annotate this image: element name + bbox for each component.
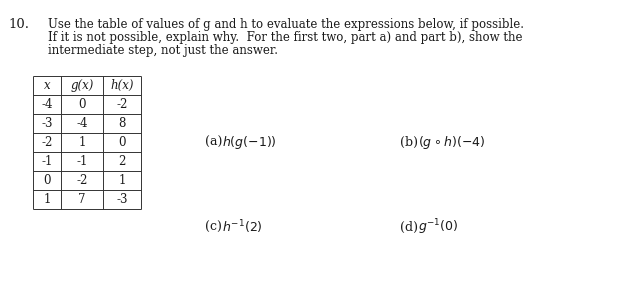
Text: 10.: 10.: [8, 18, 29, 31]
Text: Use the table of values of g and h to evaluate the expressions below, if possibl: Use the table of values of g and h to ev…: [48, 18, 524, 31]
Text: -3: -3: [116, 193, 128, 206]
Text: g(x): g(x): [70, 79, 94, 92]
Text: 7: 7: [78, 193, 86, 206]
Text: -2: -2: [116, 98, 128, 111]
Text: 1: 1: [44, 193, 50, 206]
Text: 0: 0: [78, 98, 86, 111]
Text: (d): (d): [400, 221, 418, 233]
Text: $h(g(-1))$: $h(g(-1))$: [222, 134, 277, 151]
Text: -2: -2: [41, 136, 53, 149]
Text: If it is not possible, explain why.  For the first two, part a) and part b), sho: If it is not possible, explain why. For …: [48, 31, 522, 44]
Text: 2: 2: [118, 155, 126, 168]
Text: x: x: [44, 79, 50, 92]
Text: 1: 1: [118, 174, 126, 187]
Text: -4: -4: [41, 98, 53, 111]
Text: h(x): h(x): [110, 79, 134, 92]
Text: (a): (a): [205, 136, 223, 149]
Text: -3: -3: [41, 117, 53, 130]
Text: 1: 1: [78, 136, 86, 149]
Text: -1: -1: [77, 155, 88, 168]
Text: 8: 8: [118, 117, 126, 130]
Text: intermediate step, not just the answer.: intermediate step, not just the answer.: [48, 44, 278, 57]
Text: $h^{-1}(2)$: $h^{-1}(2)$: [222, 218, 263, 236]
Text: $(g \circ h)(-4)$: $(g \circ h)(-4)$: [418, 134, 485, 151]
Text: $g^{-1}(0)$: $g^{-1}(0)$: [418, 217, 458, 237]
Text: 0: 0: [44, 174, 51, 187]
Text: (c): (c): [205, 221, 222, 233]
Text: -2: -2: [77, 174, 88, 187]
Text: (b): (b): [400, 136, 418, 149]
Text: -1: -1: [41, 155, 53, 168]
Text: 0: 0: [118, 136, 126, 149]
Text: -4: -4: [77, 117, 88, 130]
